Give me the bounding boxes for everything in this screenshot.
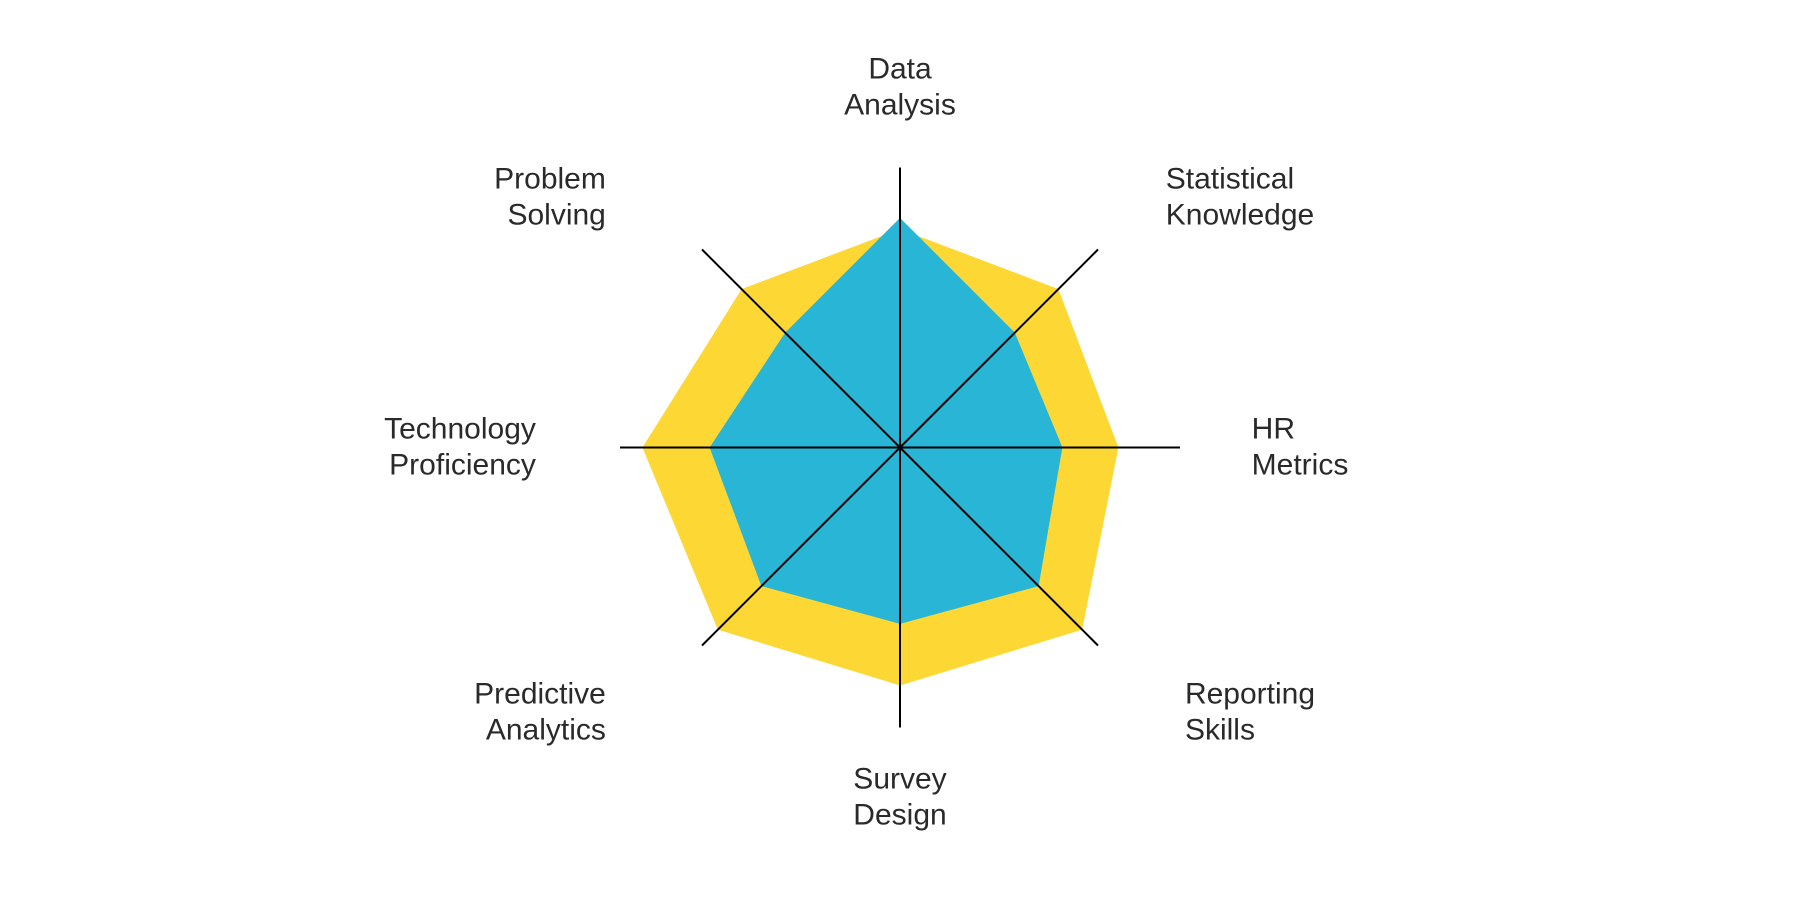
radar-axis-label: Reporting Skills (1185, 677, 1315, 749)
radar-axis-label: Survey Design (853, 762, 946, 834)
radar-axis-label: Data Analysis (844, 52, 956, 124)
radar-axis-label: Predictive Analytics (474, 677, 606, 749)
radar-axis-label: HR Metrics (1252, 412, 1349, 484)
radar-axis-label: Technology Proficiency (384, 412, 536, 484)
radar-axis-label: Problem Solving (494, 162, 606, 234)
radar-chart: Data Analysis Statistical Knowledge HR Met… (180, 18, 1620, 883)
radar-axis-label: Statistical Knowledge (1166, 162, 1314, 234)
